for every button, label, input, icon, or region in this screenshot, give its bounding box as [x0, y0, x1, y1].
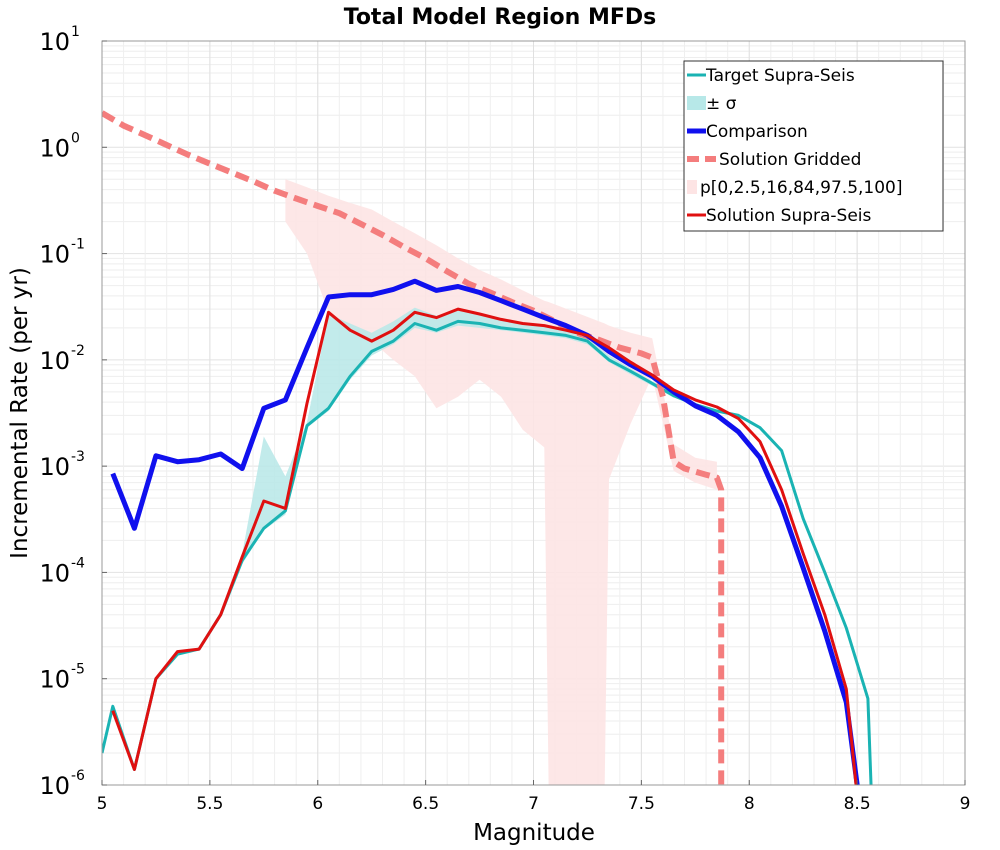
sigma-band [242, 307, 674, 564]
y-tick-exponent: -5 [71, 662, 85, 678]
x-tick-label: 5.5 [196, 794, 223, 814]
legend-label: ± σ [706, 94, 737, 114]
x-tick-label: 7 [528, 794, 539, 814]
y-tick-exponent: -6 [71, 768, 85, 784]
x-tick-label: 7.5 [628, 794, 655, 814]
legend-box [683, 60, 944, 232]
x-tick-label: 8.5 [844, 794, 871, 814]
legend: Target Supra-Seis ± σ Comparison Solution G… [683, 60, 944, 232]
y-tick-label: 10 [39, 772, 70, 800]
x-tick-label: 6.5 [412, 794, 439, 814]
legend-label: Target Supra-Seis [705, 66, 855, 86]
y-tick-exponent: -2 [71, 343, 85, 359]
y-tick-label: 10 [39, 347, 70, 375]
legend-label: Solution Gridded [719, 150, 861, 170]
chart-title: Total Model Region MFDs [344, 5, 657, 30]
x-axis-label: Magnitude [473, 820, 595, 846]
y-tick-exponent: 1 [71, 24, 80, 40]
y-tick-exponent: -1 [71, 237, 85, 253]
legend-swatch-sigma [687, 96, 706, 110]
legend-label: Solution Supra-Seis [706, 206, 872, 226]
y-tick-exponent: -4 [71, 555, 85, 571]
y-tick-label: 10 [39, 28, 70, 56]
y-tick-label: 10 [39, 559, 70, 587]
solution-supra-seis-line [111, 307, 858, 785]
y-tick-label: 10 [39, 666, 70, 694]
x-axis-ticks: 5 5.5 6 6.5 7 7.5 8 8.5 9 [97, 780, 971, 814]
x-tick-label: 5 [97, 794, 108, 814]
solution-gridded-line [102, 110, 725, 785]
legend-label: Comparison [706, 122, 808, 142]
x-tick-label: 8 [744, 794, 755, 814]
y-tick-exponent: -3 [71, 449, 85, 465]
x-tick-label: 9 [960, 794, 971, 814]
y-axis-label: Incremental Rate (per yr) [7, 267, 33, 559]
y-tick-exponent: 0 [71, 130, 80, 146]
lines-layer [102, 110, 873, 785]
y-tick-label: 10 [39, 453, 70, 481]
y-tick-label: 10 [39, 241, 70, 269]
legend-label: p[0,2.5,16,84,97.5,100] [700, 178, 903, 198]
y-tick-label: 10 [39, 134, 70, 162]
legend-swatch-percentile [687, 180, 697, 194]
comparison-line [110, 278, 860, 785]
x-tick-label: 6 [312, 794, 323, 814]
